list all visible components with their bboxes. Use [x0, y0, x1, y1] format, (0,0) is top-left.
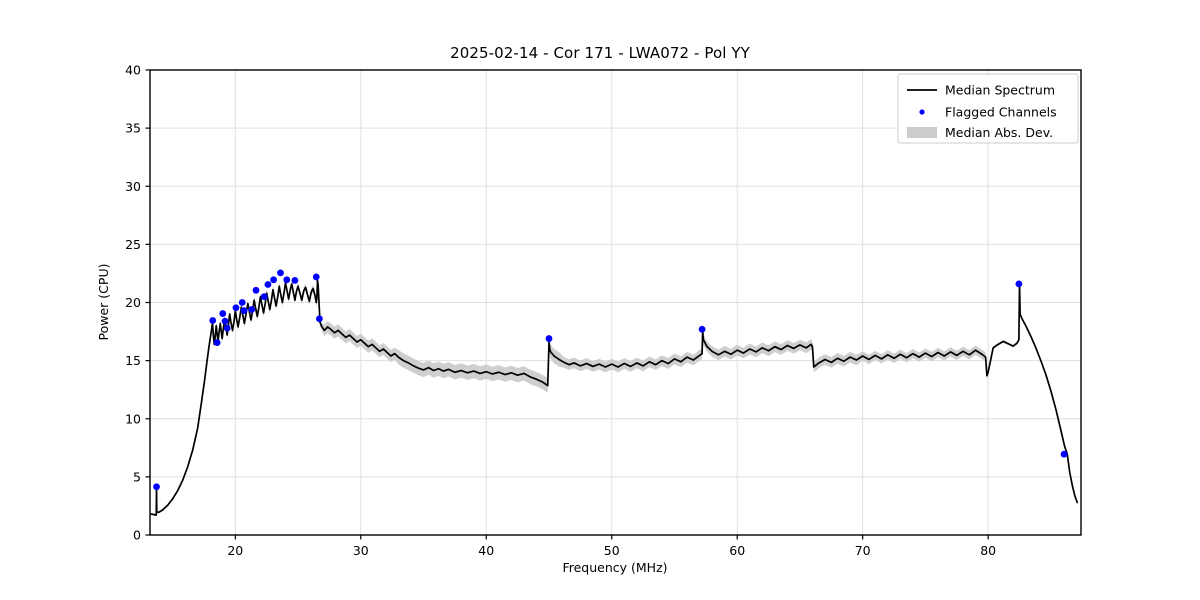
- flagged-channel-dot: [698, 325, 706, 333]
- y-tick-label: 10: [125, 411, 141, 426]
- flagged-channel-dot: [315, 315, 323, 323]
- legend-label-median-abs-dev: Median Abs. Dev.: [945, 125, 1053, 140]
- median-spectrum-line: [150, 279, 1079, 516]
- flagged-channel-dot: [238, 299, 246, 306]
- flagged-channel-dot: [252, 286, 260, 294]
- flagged-channel-dot: [209, 317, 217, 324]
- x-tick-label: 20: [227, 543, 243, 558]
- flagged-channel-dot: [248, 306, 256, 313]
- x-axis-ticks: 20 30 40 50 60 70 80: [227, 535, 996, 558]
- flagged-channel-dot: [277, 269, 284, 277]
- flagged-channel-dot: [223, 324, 231, 332]
- x-tick-label: 40: [478, 543, 494, 558]
- x-tick-label: 70: [855, 543, 871, 558]
- x-tick-label: 80: [980, 543, 996, 558]
- flagged-channel-dot: [153, 483, 160, 491]
- flagged-channel-dot: [270, 276, 277, 284]
- flagged-channel-dot: [260, 293, 268, 301]
- legend-entry-median-abs-dev: Median Abs. Dev.: [907, 125, 1053, 140]
- flagged-channel-dot: [213, 339, 221, 347]
- flagged-channel-dot: [283, 276, 291, 284]
- flagged-channel-dot: [545, 335, 553, 342]
- legend-label-flagged-channels: Flagged Channels: [945, 105, 1057, 120]
- flagged-channel-dot: [1015, 280, 1023, 288]
- legend-entry-median-spectrum: Median Spectrum: [907, 83, 1055, 98]
- flagged-channel-dot: [240, 307, 248, 315]
- y-tick-label: 30: [125, 179, 141, 194]
- y-axis-ticks: 0 5 10 15 20 25 30 35 40: [125, 63, 150, 543]
- flagged-channel-markers: [153, 269, 1068, 491]
- y-tick-label: 35: [125, 121, 141, 136]
- legend-label-median-spectrum: Median Spectrum: [945, 83, 1055, 98]
- gridlines: [150, 70, 1081, 535]
- x-tick-label: 30: [353, 543, 369, 558]
- legend-band-swatch: [907, 127, 937, 138]
- flagged-channel-dot: [291, 277, 299, 284]
- legend-entry-flagged-channels: Flagged Channels: [919, 105, 1057, 120]
- y-tick-label: 5: [133, 469, 141, 484]
- x-axis-label: Frequency (MHz): [562, 560, 667, 575]
- flagged-channel-dot: [312, 273, 320, 281]
- y-tick-label: 15: [125, 353, 141, 368]
- x-tick-label: 60: [729, 543, 745, 558]
- y-tick-label: 25: [125, 237, 141, 252]
- flagged-channel-dot: [1060, 450, 1068, 458]
- flagged-channel-dot: [232, 304, 240, 312]
- y-tick-label: 0: [133, 528, 141, 543]
- legend-box: [897, 73, 1079, 144]
- y-tick-label: 40: [125, 63, 141, 78]
- x-tick-label: 50: [604, 543, 620, 558]
- y-axis-label: Power (CPU): [96, 264, 111, 341]
- chart-title: 2025-02-14 - Cor 171 - LWA072 - Pol YY: [450, 44, 750, 62]
- legend-dot-swatch: [919, 109, 925, 115]
- flagged-channel-dot: [221, 317, 229, 325]
- y-tick-label: 20: [125, 295, 141, 310]
- flagged-channel-dot: [264, 281, 272, 288]
- flagged-channel-dot: [219, 310, 227, 317]
- chart-legend: Median Spectrum Flagged Channels Median …: [897, 73, 1079, 144]
